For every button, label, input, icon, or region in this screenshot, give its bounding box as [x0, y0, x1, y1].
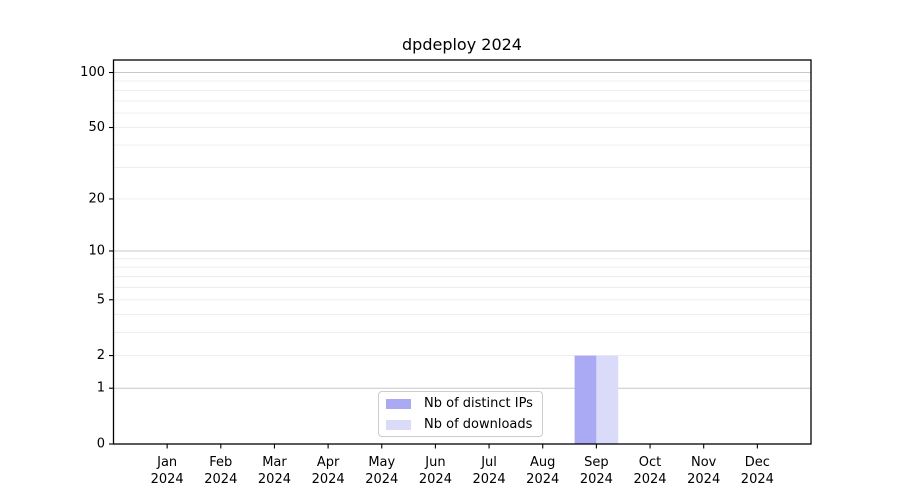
legend-label-distinct-ips: Nb of distinct IPs: [424, 395, 533, 411]
y-tick-label: 10: [88, 243, 105, 258]
y-tick-label: 0: [97, 437, 105, 452]
y-tick-label: 2: [97, 348, 105, 363]
legend-item-distinct-ips: Nb of distinct IPs: [386, 396, 534, 412]
chart-title: dpdeploy 2024: [402, 35, 522, 54]
x-tick-label: Apr 2024: [312, 455, 345, 487]
x-tick-label: Mar 2024: [258, 455, 291, 487]
x-tick-label: Jul 2024: [473, 455, 506, 487]
x-tick-label: Aug 2024: [526, 455, 559, 487]
y-tick-label: 20: [88, 191, 105, 206]
y-tick-label: 1: [97, 381, 105, 396]
x-tick-label: Dec 2024: [741, 455, 774, 487]
legend-item-downloads: Nb of downloads: [386, 417, 534, 433]
bar-distinct-ips: [574, 355, 597, 444]
legend-swatch-downloads: [386, 419, 411, 430]
axes-border: [112, 59, 812, 445]
x-tick-label: Jan 2024: [151, 455, 184, 487]
legend: Nb of distinct IPs Nb of downloads: [378, 391, 543, 437]
x-tick-label: Feb 2024: [204, 455, 237, 487]
legend-label-downloads: Nb of downloads: [424, 416, 533, 432]
y-tick-label: 50: [88, 120, 105, 135]
x-tick-label: Sep 2024: [580, 455, 613, 487]
x-tick-label: May 2024: [365, 455, 398, 487]
x-tick-label: Oct 2024: [633, 455, 666, 487]
x-tick-label: Jun 2024: [419, 455, 452, 487]
y-tick-label: 5: [97, 292, 105, 307]
legend-swatch-distinct-ips: [386, 398, 411, 409]
bar-downloads: [596, 355, 619, 444]
y-tick-label: 100: [80, 65, 105, 80]
x-tick-label: Nov 2024: [687, 455, 720, 487]
